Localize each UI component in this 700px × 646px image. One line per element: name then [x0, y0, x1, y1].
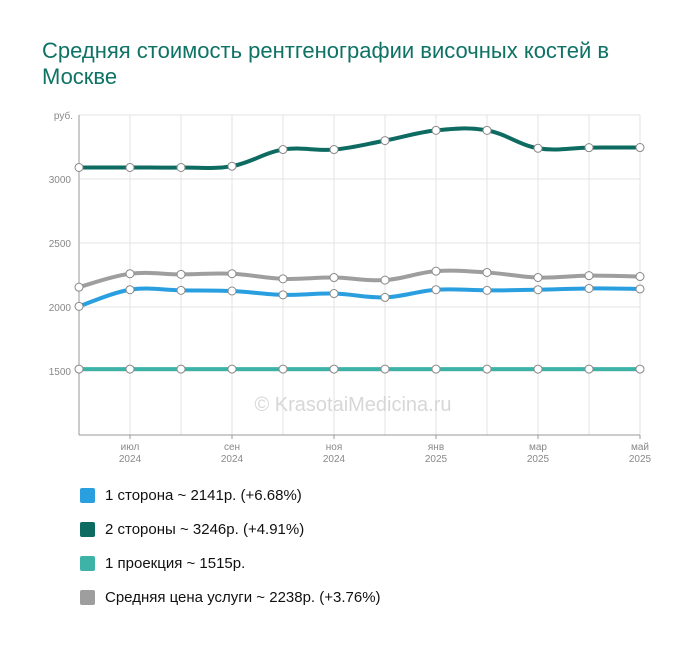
- data-point: [125, 269, 135, 279]
- x-tick-label-year: 2025: [629, 454, 652, 465]
- x-tick-label-month: янв: [428, 442, 444, 453]
- legend-swatch: [80, 589, 95, 605]
- data-point: [635, 284, 645, 294]
- legend-swatch: [80, 555, 95, 571]
- legend-swatch: [80, 487, 95, 503]
- line-chart: руб.1500200025003000июл2024сен2024ноя202…: [49, 110, 652, 465]
- data-point: [278, 364, 288, 374]
- y-tick-label: 1500: [49, 367, 72, 378]
- series-Средняя цена услуги: [74, 266, 645, 292]
- y-tick-label: 2000: [49, 303, 72, 314]
- legend: 1 сторона ~ 2141р. (+6.68%) 2 стороны ~ …: [80, 484, 381, 620]
- x-tick-label-month: июл: [121, 442, 140, 453]
- x-tick-label-month: ноя: [326, 442, 343, 453]
- x-tick-label-year: 2024: [119, 454, 142, 465]
- legend-item-average-price[interactable]: Средняя цена услуги ~ 2238р. (+3.76%): [80, 586, 381, 608]
- data-point: [431, 364, 441, 374]
- data-point: [329, 289, 339, 299]
- data-point: [635, 143, 645, 153]
- x-tick-label-year: 2025: [527, 454, 550, 465]
- series-line: [77, 126, 642, 170]
- axes: руб.1500200025003000июл2024сен2024ноя202…: [49, 110, 652, 465]
- data-point: [278, 145, 288, 155]
- data-point: [278, 290, 288, 300]
- data-point: [227, 161, 237, 171]
- data-point: [380, 136, 390, 146]
- data-point: [533, 364, 543, 374]
- legend-item-one-side[interactable]: 1 сторона ~ 2141р. (+6.68%): [80, 484, 381, 506]
- x-tick-label-year: 2025: [425, 454, 448, 465]
- data-point: [329, 364, 339, 374]
- y-tick-label: 2500: [49, 239, 72, 250]
- data-point: [533, 143, 543, 153]
- data-point: [431, 266, 441, 276]
- data-point: [431, 125, 441, 135]
- data-point: [74, 162, 84, 172]
- watermark: © KrasotaiMedicina.ru: [254, 394, 451, 416]
- x-tick-label-month: мар: [529, 442, 547, 453]
- data-point: [176, 285, 186, 295]
- data-point: [584, 283, 594, 293]
- data-point: [482, 364, 492, 374]
- y-axis-unit-label: руб.: [54, 110, 73, 122]
- data-point: [176, 162, 186, 172]
- data-point: [482, 267, 492, 277]
- x-tick-label-year: 2024: [323, 454, 346, 465]
- x-tick-label-month: май: [631, 442, 649, 453]
- legend-swatch: [80, 521, 95, 537]
- data-point: [533, 285, 543, 295]
- data-point: [125, 285, 135, 295]
- data-point: [380, 292, 390, 302]
- data-point: [227, 269, 237, 279]
- data-point: [125, 364, 135, 374]
- series-2 стороны: [74, 125, 645, 172]
- legend-label: 1 сторона ~ 2141р. (+6.68%): [105, 486, 302, 504]
- series-group: [74, 125, 645, 374]
- series-line: [77, 268, 642, 290]
- series-line: [77, 286, 642, 309]
- data-point: [125, 162, 135, 172]
- data-point: [176, 269, 186, 279]
- data-point: [329, 145, 339, 155]
- data-point: [380, 364, 390, 374]
- data-point: [74, 301, 84, 311]
- data-point: [431, 285, 441, 295]
- data-point: [278, 274, 288, 284]
- data-point: [74, 364, 84, 374]
- data-point: [176, 364, 186, 374]
- data-point: [584, 143, 594, 153]
- legend-label: 1 проекция ~ 1515р.: [105, 554, 246, 572]
- data-point: [533, 273, 543, 283]
- legend-label: 2 стороны ~ 3246р. (+4.91%): [105, 520, 305, 538]
- legend-item-one-projection[interactable]: 1 проекция ~ 1515р.: [80, 552, 381, 574]
- series-1 сторона: [74, 283, 645, 311]
- data-point: [329, 273, 339, 283]
- series-1 проекция: [74, 364, 645, 374]
- data-point: [635, 272, 645, 282]
- data-point: [482, 285, 492, 295]
- data-point: [380, 275, 390, 285]
- data-point: [227, 286, 237, 296]
- legend-label: Средняя цена услуги ~ 2238р. (+3.76%): [105, 588, 381, 606]
- x-tick-label-year: 2024: [221, 454, 244, 465]
- data-point: [482, 125, 492, 135]
- data-point: [584, 271, 594, 281]
- chart-title: Средняя стоимость рентгенографии височны…: [42, 38, 610, 89]
- data-point: [635, 364, 645, 374]
- x-tick-label-month: сен: [224, 442, 240, 453]
- legend-item-two-sides[interactable]: 2 стороны ~ 3246р. (+4.91%): [80, 518, 381, 540]
- y-tick-label: 3000: [49, 175, 72, 186]
- data-point: [74, 282, 84, 292]
- data-point: [227, 364, 237, 374]
- data-point: [584, 364, 594, 374]
